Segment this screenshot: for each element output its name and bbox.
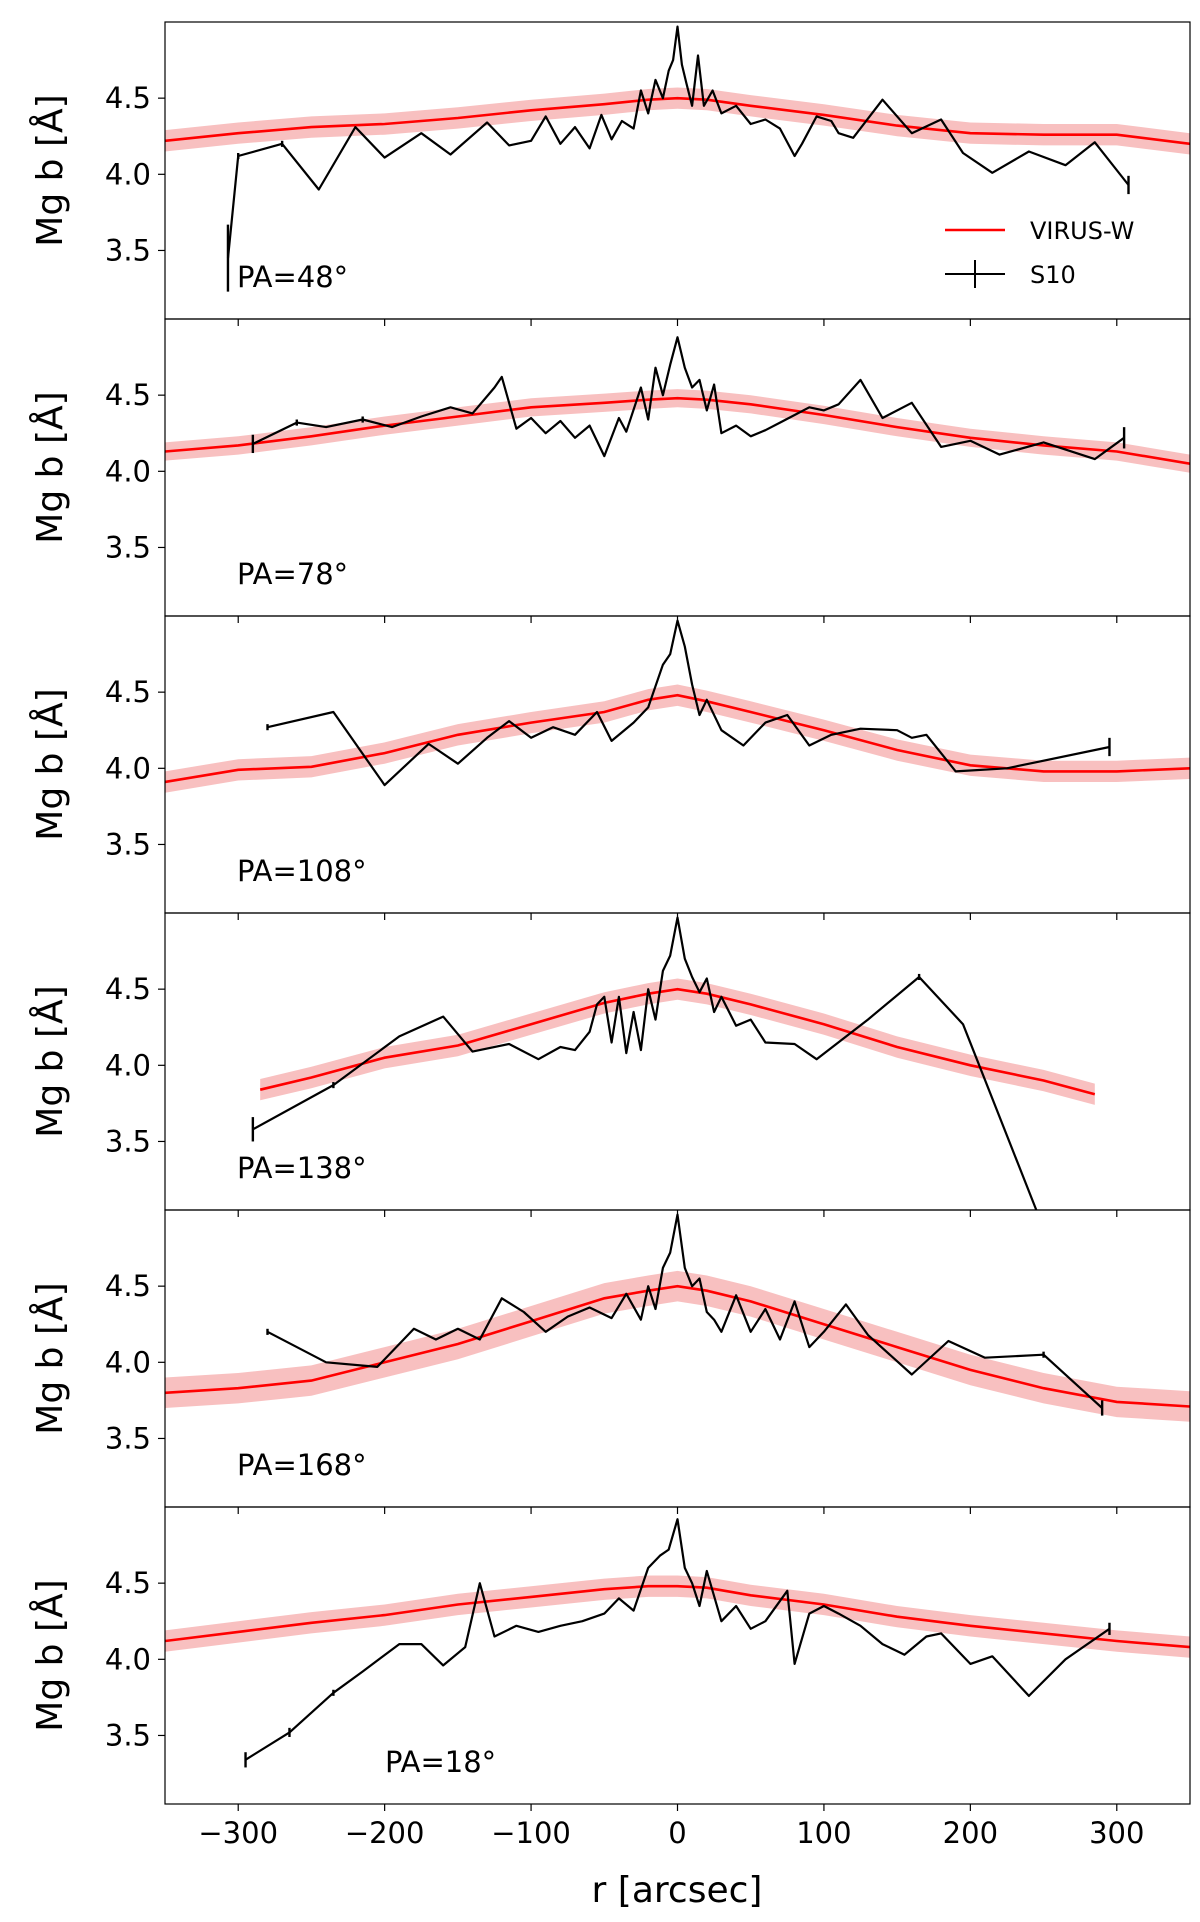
data-line	[252, 916, 1038, 1210]
y-ticks: 3.5 4.0 4.5	[105, 1566, 165, 1752]
x-tick-label: −300	[198, 1816, 278, 1850]
data-line	[226, 25, 1130, 259]
y-axis-label: Mg b [Å]	[28, 94, 71, 246]
y-ticks: 3.5 4.0 4.5	[105, 972, 165, 1158]
y-axis-label: Mg b [Å]	[28, 688, 71, 840]
panel-3: 3.5 4.0 4.5 PA=138° Mg b [Å]	[28, 912, 1191, 1211]
data-line	[266, 1213, 1103, 1409]
y-tick-label: 4.5	[105, 1566, 151, 1600]
x-tick-label: −200	[345, 1816, 425, 1850]
y-ticks: 3.5 4.0 4.5	[105, 378, 165, 564]
y-tick-label: 4.0	[105, 454, 151, 488]
y-axis-label: Mg b [Å]	[28, 1579, 71, 1731]
pa-label: PA=18°	[385, 1745, 496, 1779]
model-line	[165, 693, 1190, 784]
legend: VIRUS-W S10	[945, 217, 1134, 289]
x-tick-label: 300	[1089, 1816, 1144, 1850]
panel-1: 3.5 4.0 4.5 PA=78° Mg b [Å]	[28, 318, 1191, 617]
pa-label: PA=78°	[237, 557, 348, 591]
y-tick-label: 3.5	[105, 233, 151, 267]
legend-virusw-label: VIRUS-W	[1030, 217, 1134, 245]
y-axis-label: Mg b [Å]	[28, 1282, 71, 1434]
y-axis-label: Mg b [Å]	[28, 985, 71, 1137]
y-tick-label: 4.0	[105, 751, 151, 785]
y-tick-label: 4.5	[105, 1269, 151, 1303]
data-line	[244, 1518, 1111, 1761]
x-ticks: −300 −200 −100 0 100 200 300	[198, 319, 1144, 1850]
error-bars	[266, 1328, 1104, 1416]
y-tick-label: 4.5	[105, 378, 151, 412]
model-band	[165, 389, 1190, 473]
y-ticks: 3.5 4.0 4.5	[105, 81, 165, 267]
model-band	[260, 978, 1095, 1105]
x-tick-label: 200	[943, 1816, 998, 1850]
model-band	[165, 684, 1190, 793]
y-tick-label: 3.5	[105, 827, 151, 861]
model-line	[259, 987, 1096, 1096]
y-ticks: 3.5 4.0 4.5	[105, 1269, 165, 1455]
pa-label: PA=138°	[237, 1151, 367, 1185]
panel-2: 3.5 4.0 4.5 PA=108° Mg b [Å]	[28, 615, 1191, 914]
model-band	[165, 87, 1190, 155]
x-tick-label: 0	[668, 1816, 686, 1850]
y-tick-label: 4.5	[105, 81, 151, 115]
model-band	[165, 1575, 1190, 1658]
x-tick-label: −100	[491, 1816, 571, 1850]
error-bars	[251, 416, 1126, 454]
y-tick-label: 3.5	[105, 1124, 151, 1158]
y-tick-label: 4.5	[105, 972, 151, 1006]
legend-s10-label: S10	[1030, 261, 1076, 289]
y-tick-label: 4.0	[105, 157, 151, 191]
error-bars	[251, 973, 921, 1142]
error-bars	[244, 1622, 1111, 1768]
model-line	[165, 96, 1190, 146]
model-line	[165, 1284, 1190, 1408]
pa-label: PA=108°	[237, 854, 367, 888]
y-tick-label: 4.0	[105, 1345, 151, 1379]
data-line	[252, 336, 1125, 461]
model-line	[165, 396, 1190, 465]
y-tick-label: 4.0	[105, 1048, 151, 1082]
y-tick-label: 4.0	[105, 1642, 151, 1676]
panel-4: 3.5 4.0 4.5 PA=168° Mg b [Å]	[28, 1209, 1191, 1508]
y-tick-label: 4.5	[105, 675, 151, 709]
y-axis-label: Mg b [Å]	[28, 391, 71, 543]
y-ticks: 3.5 4.0 4.5	[105, 675, 165, 861]
y-tick-label: 3.5	[105, 1421, 151, 1455]
error-bars	[226, 140, 1130, 292]
y-tick-label: 3.5	[105, 1718, 151, 1752]
pa-label: PA=48°	[237, 260, 348, 294]
panel-0: 3.5 4.0 4.5 PA=48° Mg b [Å]	[28, 21, 1191, 320]
x-axis-label: r [arcsec]	[592, 1870, 763, 1911]
model-band	[165, 1270, 1190, 1422]
y-tick-label: 3.5	[105, 530, 151, 564]
pa-label: PA=168°	[237, 1448, 367, 1482]
plot-frame	[164, 1506, 1191, 1805]
x-tick-label: 100	[796, 1816, 851, 1850]
panel-5: 3.5 4.0 4.5 PA=18° Mg b [Å]	[28, 1506, 1191, 1805]
error-bars	[266, 724, 1111, 757]
data-line	[267, 619, 1110, 787]
model-line	[165, 1584, 1190, 1649]
